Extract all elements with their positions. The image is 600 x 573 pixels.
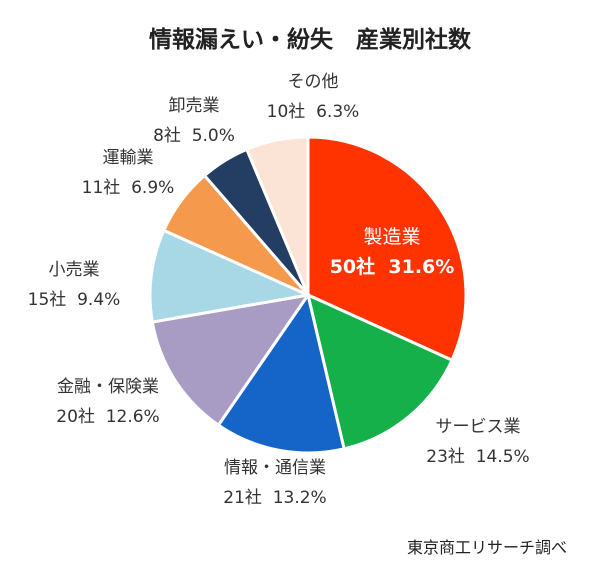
chart-title: 情報漏えい・紛失 産業別社数 [149,26,472,53]
slice-value-4: 20社 12.6% [56,407,159,427]
slice-value-1: 50社 31.6% [330,255,455,278]
pie-slice-8 [245,135,310,297]
slice-value-3: 21社 13.2% [223,488,326,508]
slice-label-6: 運輸業 [103,148,154,168]
pie-slices [148,135,468,455]
pie-slice-5 [148,228,310,324]
pie-slice-1 [306,135,468,362]
pie-slice-3 [216,293,346,455]
pie-labels: 製造業 50社 31.6% サービス業 23社 14.5% 情報・通信業 21社 13.2… [28,72,530,508]
slice-label-4: 金融・保険業 [57,377,159,397]
source-note: 東京商工リサーチ調べ [407,538,567,557]
slice-value-8: 10社 6.3% [267,102,360,122]
slice-value-2: 23社 14.5% [426,447,529,467]
slice-label-7: 卸売業 [169,96,220,116]
slice-label-3: 情報・通信業 [224,458,326,478]
slice-value-5: 15社 9.4% [28,290,121,310]
pie-slice-2 [306,293,454,451]
slice-value-6: 11社 6.9% [82,178,175,198]
slice-label-8: その他 [288,72,339,92]
pie-slice-4 [150,293,310,427]
slice-label-1: 製造業 [363,226,420,248]
slice-label-5: 小売業 [49,260,100,280]
slice-label-2: サービス業 [436,417,521,437]
slice-value-7: 8社 5.0% [153,126,235,146]
